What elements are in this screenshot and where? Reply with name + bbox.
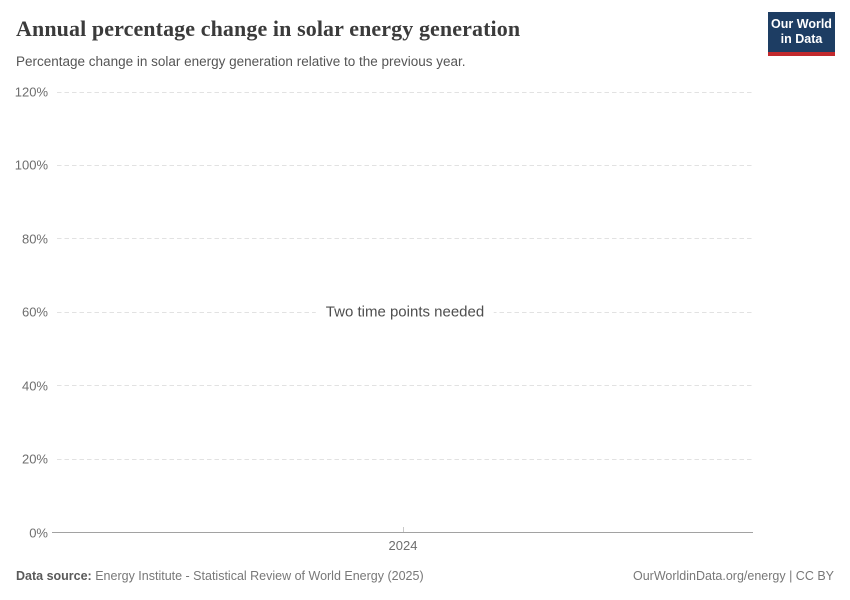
y-gridline (57, 164, 753, 166)
y-axis-tick-label: 60% (21, 304, 48, 320)
y-gridline (57, 91, 753, 93)
y-axis-tick-label: 20% (21, 451, 48, 467)
x-axis-tick-label: 2024 (388, 538, 418, 553)
data-source-line: Data source: Energy Institute - Statisti… (16, 569, 424, 583)
x-axis-line (52, 532, 753, 533)
chart-subtitle: Percentage change in solar energy genera… (16, 54, 466, 69)
chart-footer: Data source: Energy Institute - Statisti… (16, 569, 834, 583)
y-axis-tick-label: 120% (14, 84, 48, 100)
page-title: Annual percentage change in solar energy… (16, 16, 521, 41)
y-gridline (57, 238, 753, 240)
chart-empty-message: Two time points needed (315, 301, 495, 323)
y-axis-tick-label: 80% (21, 231, 48, 247)
y-axis-tick-label: 100% (14, 157, 48, 173)
data-source-label: Data source: (16, 569, 92, 583)
y-axis-tick-label: 0% (29, 525, 48, 540)
owid-logo-line2: in Data (780, 32, 823, 46)
y-axis-tick-label: 40% (21, 378, 48, 394)
owid-logo-line1: Our World (771, 17, 832, 31)
data-source-value: Energy Institute - Statistical Review of… (95, 569, 424, 583)
y-gridline (57, 385, 753, 387)
x-axis-tick-mark (403, 527, 404, 532)
owid-logo: Our World in Data (768, 12, 835, 56)
y-gridline (57, 458, 753, 460)
license-link[interactable]: OurWorldinData.org/energy | CC BY (632, 569, 834, 583)
